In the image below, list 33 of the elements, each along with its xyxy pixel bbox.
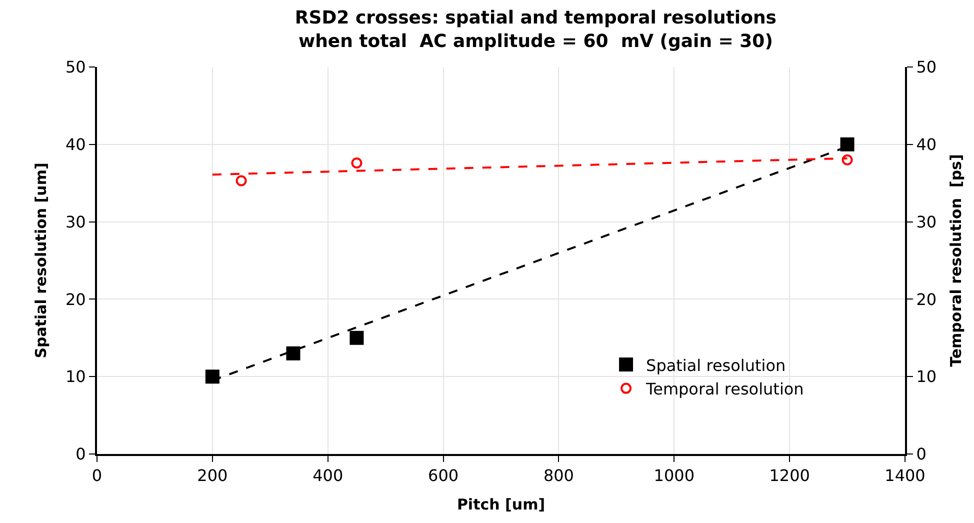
y2-tick-label: 40 xyxy=(916,135,937,154)
y2-axis-title: Temporal resolution [ps] xyxy=(947,154,966,367)
legend-label: Temporal resolution xyxy=(645,380,804,399)
point xyxy=(236,175,247,186)
x-tick-label: 1000 xyxy=(654,466,694,486)
y2-tick-label: 50 xyxy=(916,58,937,77)
point xyxy=(351,157,362,168)
y-tick-label: 30 xyxy=(65,212,86,232)
y-tick-label: 10 xyxy=(65,367,86,386)
y-axis-title: Spatial resolution [um] xyxy=(32,162,50,358)
chart-title: RSD2 crosses: spatial and temporal resolutions when total AC amplitude = 60 mV (gain = 30) xyxy=(294,8,777,52)
point xyxy=(286,346,300,360)
y2-tick-label: 30 xyxy=(916,212,937,232)
y-tick-label: 50 xyxy=(65,58,86,77)
x-tick-label: 0 xyxy=(92,466,102,486)
y2-tick-label: 10 xyxy=(916,367,937,386)
x-tick-label: 400 xyxy=(312,466,344,486)
x-axis-title: Pitch [um] xyxy=(456,496,546,514)
x-tick-label: 800 xyxy=(543,466,574,486)
x-tick-label: 1400 xyxy=(884,466,926,486)
x-tick-label: 1200 xyxy=(769,466,810,486)
point xyxy=(842,154,853,166)
point xyxy=(840,137,854,152)
y-tick-label: 40 xyxy=(65,135,86,154)
y-tick-label: 20 xyxy=(65,290,86,309)
y-tick-label: 0 xyxy=(76,444,86,464)
y2-tick-label: 20 xyxy=(916,290,937,309)
x-tick-label: 600 xyxy=(428,466,459,486)
x-tick-label: 200 xyxy=(197,466,228,486)
y2-tick-label: 0 xyxy=(916,444,926,464)
point xyxy=(205,370,220,384)
legend-label: Spatial resolution xyxy=(646,356,786,375)
point xyxy=(350,330,364,345)
